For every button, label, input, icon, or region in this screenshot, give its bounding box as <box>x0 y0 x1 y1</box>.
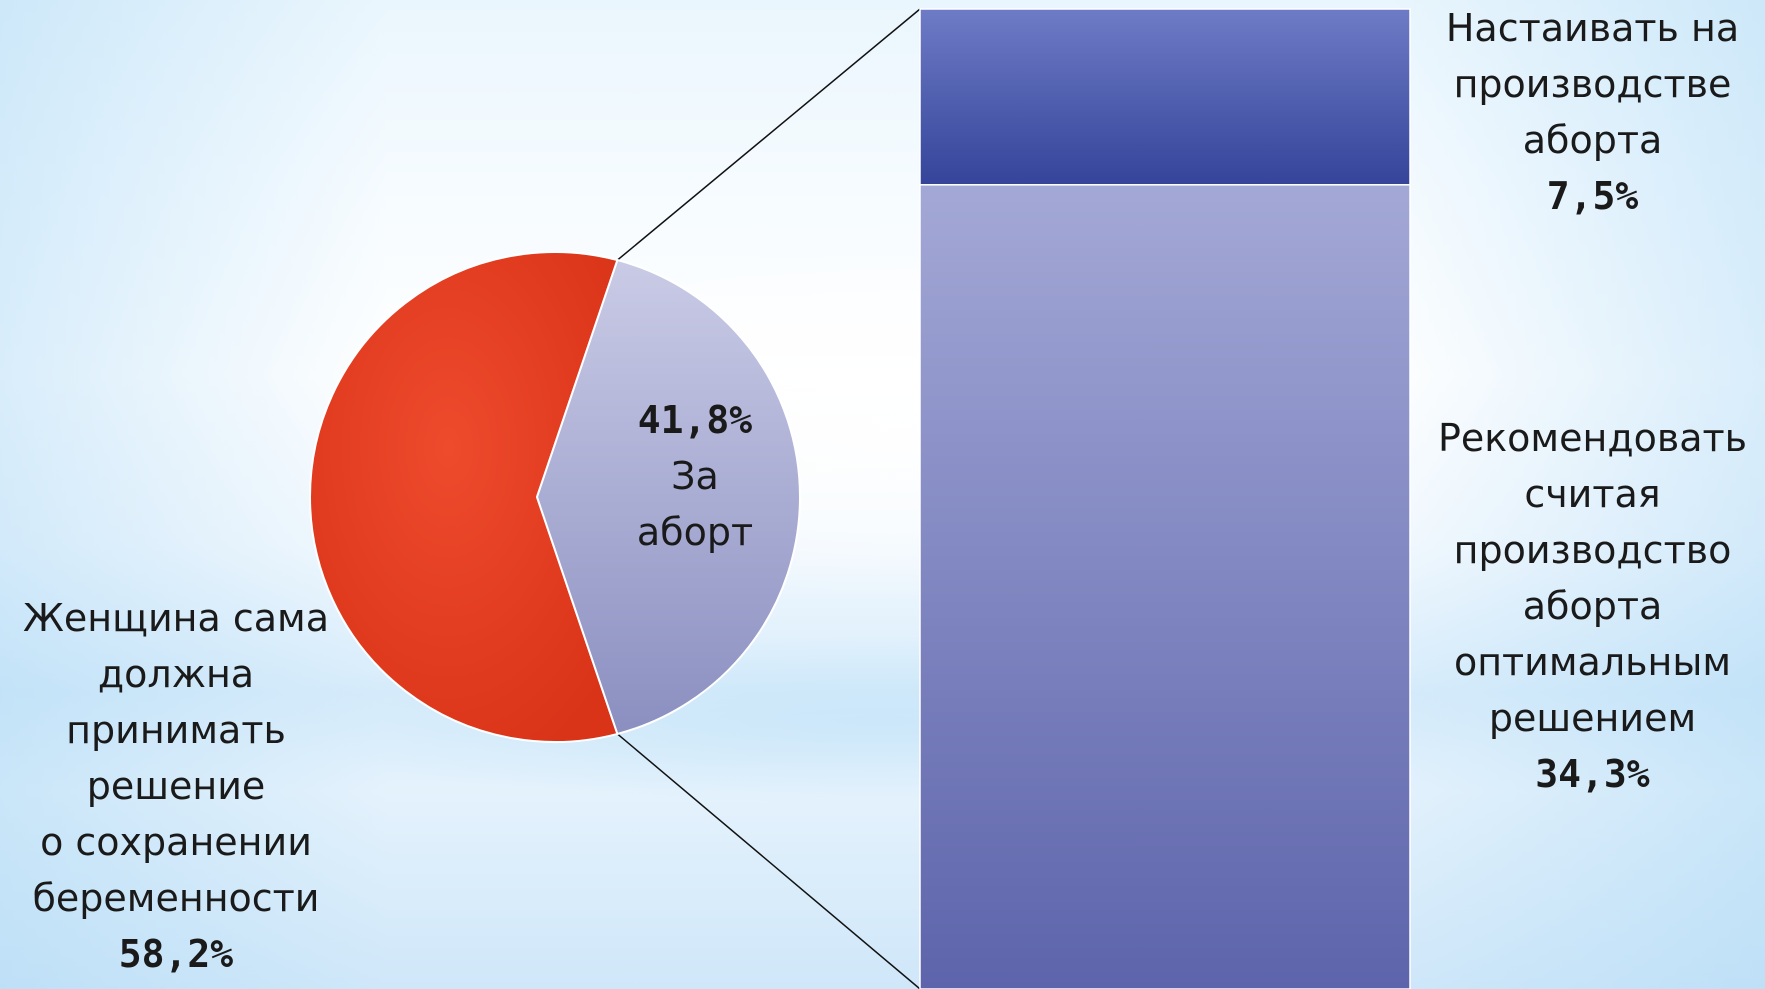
label-women-line-2: должна <box>97 652 255 696</box>
label-recommend-line-6: решением <box>1488 696 1697 740</box>
label-insist-abortion: Настаивать на производстве аборта 7,5% <box>1420 0 1765 224</box>
label-pie-for-value: 41,8% <box>637 398 753 442</box>
pie-slice-women-decide <box>309 251 619 743</box>
label-recommend-line-3: производство <box>1453 528 1732 572</box>
label-women-line-3: принимать <box>66 708 286 752</box>
label-insist-line-3: аборта <box>1522 118 1663 162</box>
label-recommend-line-2: считая <box>1524 472 1661 516</box>
label-women-line-1: Женщина сама <box>23 596 329 640</box>
label-women-line-4: решение <box>86 764 266 808</box>
label-women-line-5: о сохранении <box>40 820 312 864</box>
label-pie-for-line-2: аборт <box>636 510 754 554</box>
label-pie-for-line-1: За <box>671 454 719 498</box>
bar-segment-recommend <box>919 184 1411 989</box>
label-recommend-line-5: оптимальным <box>1453 640 1732 684</box>
label-recommend-value: 34,3% <box>1535 752 1650 796</box>
label-recommend-abortion: Рекомендовать считая производство аборта… <box>1420 410 1765 802</box>
label-insist-line-1: Настаивать на <box>1445 6 1740 50</box>
label-insist-line-2: производстве <box>1453 62 1732 106</box>
label-recommend-line-1: Рекомендовать <box>1437 416 1748 460</box>
label-women-line-6: беременности <box>32 876 320 920</box>
label-women-decide: Женщина сама должна принимать решение о … <box>0 590 352 982</box>
label-insist-value: 7,5% <box>1546 174 1639 218</box>
label-pie-for-abortion: 41,8% За аборт <box>600 392 790 560</box>
label-recommend-line-4: аборта <box>1522 584 1663 628</box>
pie-slice-for-abortion <box>535 258 801 736</box>
bar-segment-insist <box>919 8 1411 186</box>
label-women-value: 58,2% <box>118 932 234 976</box>
connector-line-bottom <box>616 733 921 989</box>
connector-line-top <box>616 8 921 261</box>
